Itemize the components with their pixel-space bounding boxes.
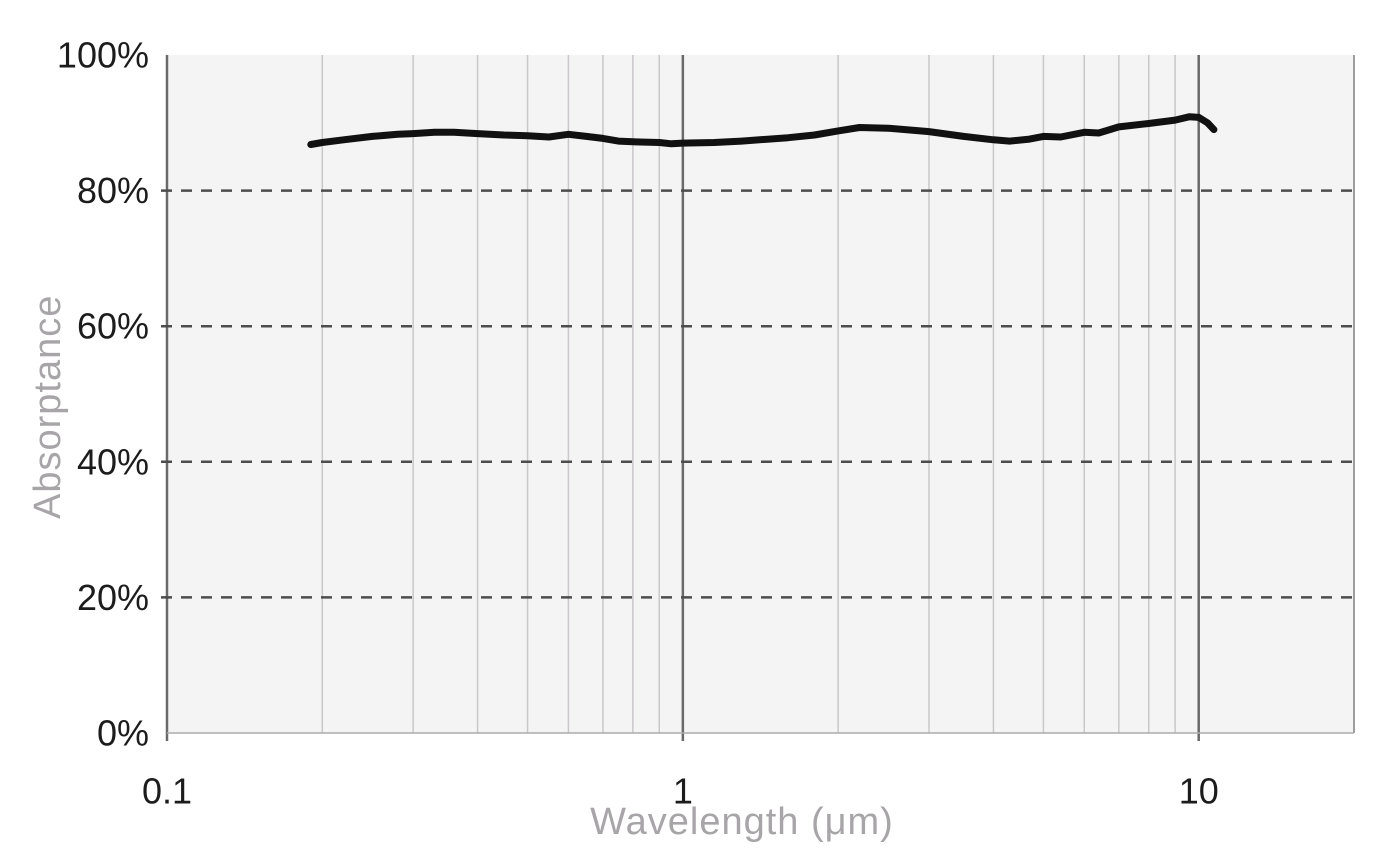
y-axis-title: Absorptance — [27, 294, 69, 519]
y-tick-label: 80% — [77, 170, 149, 211]
y-tick-label: 0% — [97, 713, 149, 754]
y-tick-label: 40% — [77, 441, 149, 482]
y-tick-label: 100% — [57, 35, 149, 76]
x-tick-label: 10 — [1179, 770, 1219, 811]
x-axis-title: Wavelength (μm) — [590, 801, 894, 843]
plot-area — [167, 55, 1354, 733]
x-tick-label: 1 — [673, 770, 693, 811]
series-line-absorptance — [307, 113, 1218, 148]
y-tick-label: 20% — [77, 577, 149, 618]
x-tick-label: 0.1 — [142, 770, 192, 811]
y-tick-label: 60% — [77, 306, 149, 347]
